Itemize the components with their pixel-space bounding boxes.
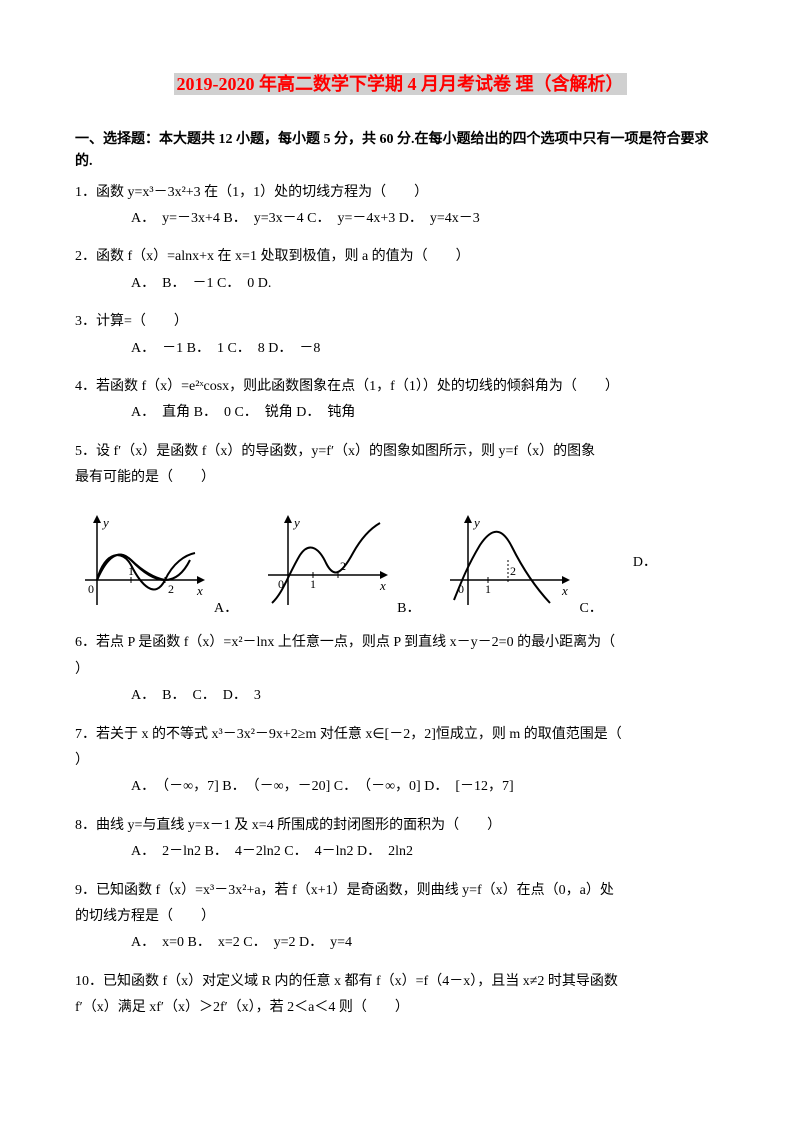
graph-a-label: A． — [214, 598, 238, 620]
question-6: 6．若点 P 是函数 f（x）=x²－lnx 上任意一点，则点 P 到直线 x－… — [75, 632, 725, 707]
graph-c-label: C． — [579, 598, 602, 620]
svg-text:y: y — [101, 515, 109, 530]
graph-a: y x 0 1 2 A． — [75, 505, 238, 620]
svg-text:x: x — [379, 578, 386, 593]
q10-text-1: 10．已知函数 f（x）对定义域 R 内的任意 x 都有 f（x）=f（4－x）… — [75, 971, 725, 993]
svg-text:x: x — [561, 583, 568, 598]
svg-text:0: 0 — [88, 582, 94, 596]
graph-b: y x 0 1 2 B． — [258, 505, 420, 620]
graph-b-svg: y x 0 1 2 — [258, 505, 393, 620]
title-text: 2019-2020 年高二数学下学期 4 月月考试卷 理（含解析） — [174, 73, 627, 95]
graph-b-label: B． — [397, 598, 420, 620]
q8-options: A． 2－ln2 B． 4－2ln2 C． 4－ln2 D． 2ln2 — [75, 841, 725, 863]
svg-text:x: x — [196, 583, 203, 598]
graph-d-label: D． — [633, 552, 657, 574]
question-9: 9．已知函数 f（x）=x³－3x²+a，若 f（x+1）是奇函数，则曲线 y=… — [75, 880, 725, 955]
q2-text: 2．函数 f（x）=alnx+x 在 x=1 处取到极值，则 a 的值为（ ） — [75, 246, 725, 268]
q6-text-2: ） — [75, 659, 725, 681]
q7-text-2: ） — [75, 750, 725, 772]
question-10: 10．已知函数 f（x）对定义域 R 内的任意 x 都有 f（x）=f（4－x）… — [75, 971, 725, 1020]
svg-text:2: 2 — [510, 564, 516, 578]
graph-c-svg: y x 0 1 2 — [440, 505, 575, 620]
graphs-row: y x 0 1 2 A． y x 0 1 2 B． — [75, 505, 725, 620]
question-2: 2．函数 f（x）=alnx+x 在 x=1 处取到极值，则 a 的值为（ ） … — [75, 246, 725, 295]
question-8: 8．曲线 y=与直线 y=x－1 及 x=4 所围成的封闭图形的面积为（ ） A… — [75, 815, 725, 864]
q6-text-1: 6．若点 P 是函数 f（x）=x²－lnx 上任意一点，则点 P 到直线 x－… — [75, 632, 725, 654]
svg-text:y: y — [472, 515, 480, 530]
q4-text: 4．若函数 f（x）=e²ˣcosx，则此函数图象在点（1，f（1））处的切线的… — [75, 376, 725, 398]
q9-options: A． x=0 B． x=2 C． y=2 D． y=4 — [75, 932, 725, 954]
q4-options: A． 直角 B． 0 C． 锐角 D． 钝角 — [75, 402, 725, 424]
svg-text:1: 1 — [485, 582, 491, 596]
q9-text-1: 9．已知函数 f（x）=x³－3x²+a，若 f（x+1）是奇函数，则曲线 y=… — [75, 880, 725, 902]
question-7: 7．若关于 x 的不等式 x³－3x²－9x+2≥m 对任意 x∈[－2，2]恒… — [75, 724, 725, 799]
graph-c: y x 0 1 2 C． — [440, 505, 602, 620]
svg-text:2: 2 — [168, 582, 174, 596]
q10-text-2: f′（x）满足 xf′（x）＞2f′（x），若 2＜a＜4 则（ ） — [75, 997, 725, 1019]
graph-a-svg: y x 0 1 2 — [75, 505, 210, 620]
q9-text-2: 的切线方程是（ ） — [75, 906, 725, 928]
question-1: 1．函数 y=x³－3x²+3 在（1，1）处的切线方程为（ ） A． y=－3… — [75, 182, 725, 231]
question-3: 3．计算=（ ） A． －1 B． 1 C． 8 D． －8 — [75, 311, 725, 360]
q5-text-2: 最有可能的是（ ） — [75, 467, 725, 489]
q7-options: A． （－∞，7] B． （－∞，－20] C． （－∞，0] D． [－12，… — [75, 776, 725, 798]
svg-text:1: 1 — [310, 577, 316, 591]
page-title: 2019-2020 年高二数学下学期 4 月月考试卷 理（含解析） — [75, 70, 725, 99]
section-header: 一、选择题：本大题共 12 小题，每小题 5 分，共 60 分.在每小题给出的四… — [75, 129, 725, 174]
question-5: 5．设 f′（x）是函数 f（x）的导函数，y=f′（x）的图象如图所示，则 y… — [75, 441, 725, 490]
question-4: 4．若函数 f（x）=e²ˣcosx，则此函数图象在点（1，f（1））处的切线的… — [75, 376, 725, 425]
q3-options: A． －1 B． 1 C． 8 D． －8 — [75, 338, 725, 360]
q1-text: 1．函数 y=x³－3x²+3 在（1，1）处的切线方程为（ ） — [75, 182, 725, 204]
q2-options: A． B． －1 C． 0 D. — [75, 273, 725, 295]
q5-text-1: 5．设 f′（x）是函数 f（x）的导函数，y=f′（x）的图象如图所示，则 y… — [75, 441, 725, 463]
q6-options: A． B． C． D． 3 — [75, 685, 725, 707]
q1-options: A． y=－3x+4 B． y=3x－4 C． y=－4x+3 D． y=4x－… — [75, 208, 725, 230]
q8-text: 8．曲线 y=与直线 y=x－1 及 x=4 所围成的封闭图形的面积为（ ） — [75, 815, 725, 837]
q7-text-1: 7．若关于 x 的不等式 x³－3x²－9x+2≥m 对任意 x∈[－2，2]恒… — [75, 724, 725, 746]
q3-text: 3．计算=（ ） — [75, 311, 725, 333]
svg-text:y: y — [292, 515, 300, 530]
